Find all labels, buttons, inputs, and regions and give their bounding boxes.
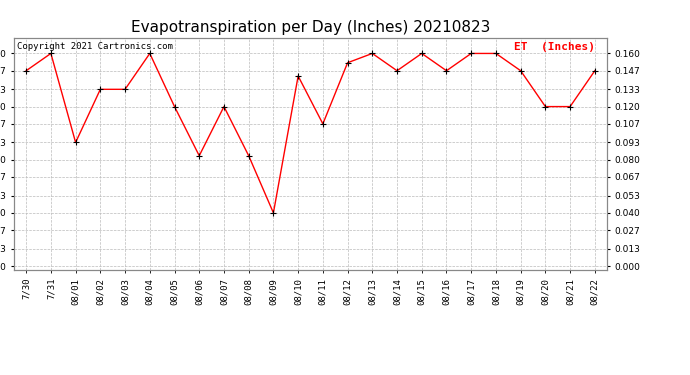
Text: Copyright 2021 Cartronics.com: Copyright 2021 Cartronics.com	[17, 42, 172, 51]
Title: Evapotranspiration per Day (Inches) 20210823: Evapotranspiration per Day (Inches) 2021…	[131, 20, 490, 35]
Text: ET  (Inches): ET (Inches)	[514, 42, 595, 52]
